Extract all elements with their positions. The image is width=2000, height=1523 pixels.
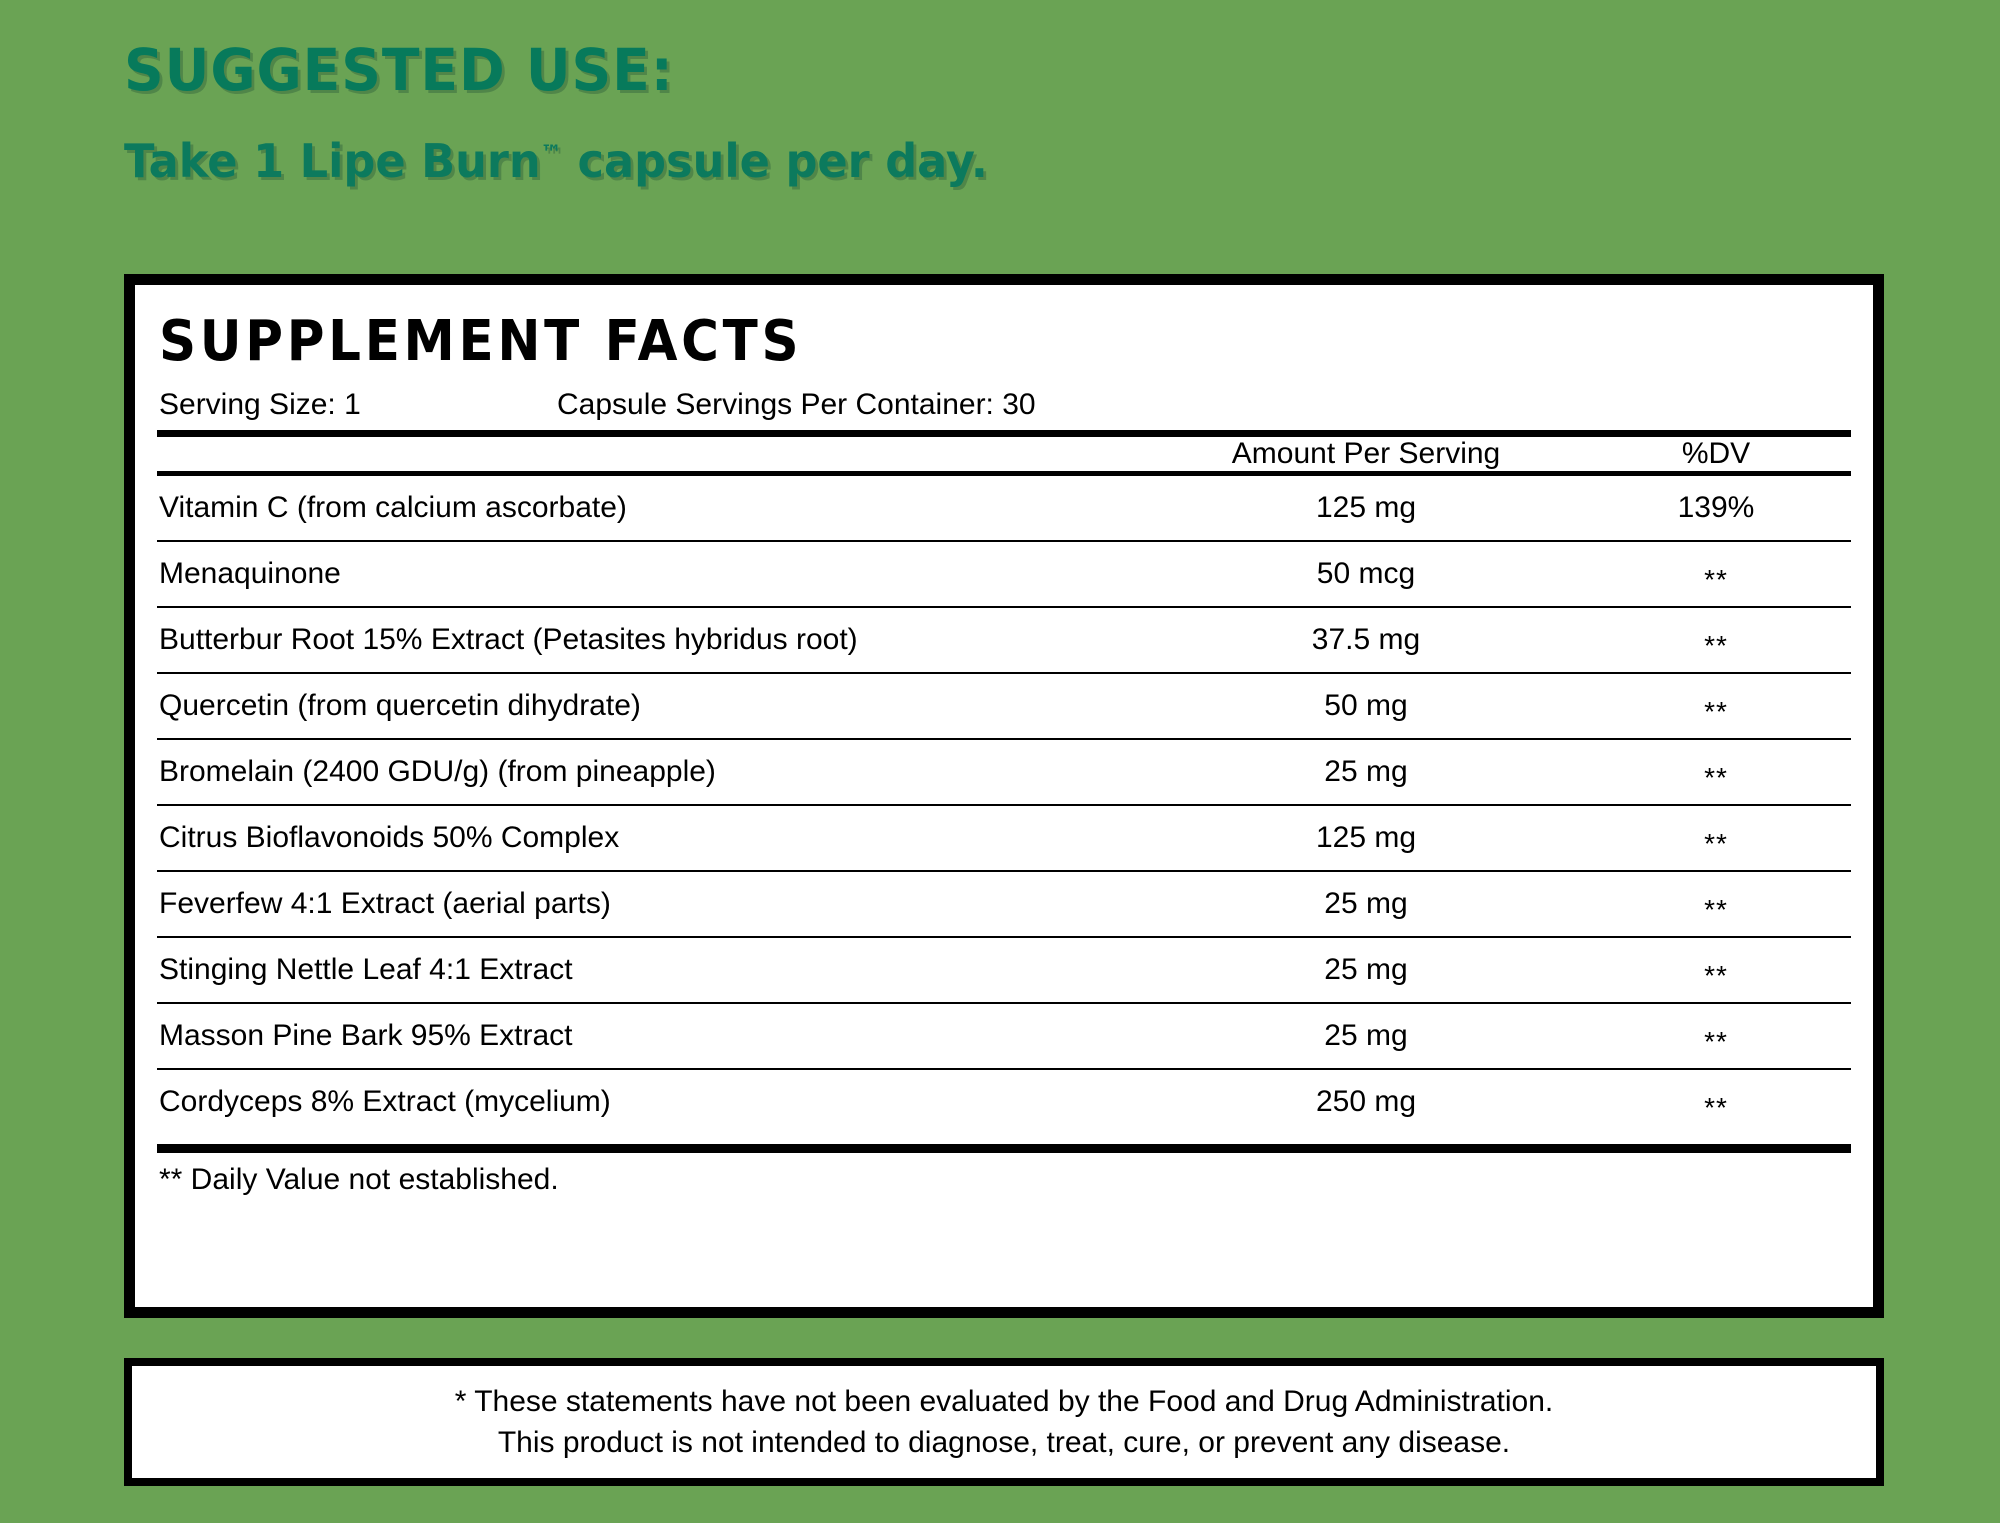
- ingredient-name: Feverfew 4:1 Extract (aerial parts): [159, 887, 611, 920]
- ingredient-amount: 25 mg: [1324, 1019, 1408, 1052]
- table-row: Menaquinone 50 mcg **: [157, 542, 1851, 606]
- column-header-name: [157, 437, 1151, 471]
- column-header-amount: Amount Per Serving: [1231, 437, 1501, 470]
- row-separator-line: [157, 1002, 1851, 1004]
- table-row: Masson Pine Bark 95% Extract 25 mg **: [157, 1004, 1851, 1068]
- row-separator-line: [157, 606, 1851, 608]
- column-header-dv: %DV: [1681, 437, 1751, 470]
- ingredient-amount: 125 mg: [1315, 821, 1417, 854]
- ingredient-daily-value: **: [1704, 894, 1728, 925]
- ingredient-daily-value: 139%: [1677, 491, 1755, 524]
- ingredient-amount: 25 mg: [1324, 953, 1408, 986]
- ingredient-daily-value: **: [1704, 762, 1728, 793]
- ingredient-amount: 50 mg: [1324, 689, 1408, 722]
- row-separator-line: [157, 1068, 1851, 1070]
- ingredient-amount: 37.5 mg: [1311, 623, 1421, 656]
- ingredient-daily-value: **: [1704, 1092, 1728, 1123]
- ingredients-table-body: Vitamin C (from calcium ascorbate) 125 mg…: [157, 476, 1851, 1134]
- table-row: Butterbur Root 15% Extract (Petasites hy…: [157, 608, 1851, 672]
- row-separator: [157, 540, 1851, 542]
- ingredient-name: Menaquinone: [159, 557, 341, 590]
- supplement-facts-table: Amount Per Serving %DV: [157, 437, 1851, 471]
- row-separator: [157, 606, 1851, 608]
- row-separator-line: [157, 540, 1851, 542]
- row-separator-line: [157, 738, 1851, 740]
- table-row: Bromelain (2400 GDU/g) (from pineapple) 2…: [157, 740, 1851, 804]
- table-row: Quercetin (from quercetin dihydrate) 50 m…: [157, 674, 1851, 738]
- directions-prefix: Take 1 Lipe Burn: [124, 134, 541, 188]
- row-separator-line: [157, 936, 1851, 938]
- table-row: Citrus Bioflavonoids 50% Complex 125 mg **: [157, 806, 1851, 870]
- ingredient-daily-value: **: [1704, 564, 1728, 595]
- ingredient-amount: 50 mcg: [1316, 557, 1416, 590]
- ingredient-name: Quercetin (from quercetin dihydrate): [159, 689, 641, 722]
- ingredient-amount: 250 mg: [1315, 1085, 1417, 1118]
- table-row: Stinging Nettle Leaf 4:1 Extract 25 mg **: [157, 938, 1851, 1002]
- serving-info-row: Serving Size: 1 Capsule Servings Per Con…: [159, 388, 1851, 422]
- row-separator-line: [157, 672, 1851, 674]
- ingredient-name: Cordyceps 8% Extract (mycelium): [159, 1085, 611, 1118]
- disclaimer-line-1: * These statements have not been evaluat…: [454, 1384, 1554, 1418]
- rule-above-column-headers: [157, 430, 1851, 437]
- table-row: Cordyceps 8% Extract (mycelium) 250 mg **: [157, 1070, 1851, 1134]
- ingredient-name: Citrus Bioflavonoids 50% Complex: [159, 821, 620, 854]
- supplement-facts-panel: SUPPLEMENT FACTS Serving Size: 1 Capsule…: [124, 274, 1884, 1318]
- table-row: Vitamin C (from calcium ascorbate) 125 mg…: [157, 476, 1851, 540]
- ingredient-name: Stinging Nettle Leaf 4:1 Extract: [159, 953, 573, 986]
- column-header-row: Amount Per Serving %DV: [157, 437, 1851, 471]
- trademark-symbol: ™: [540, 141, 563, 167]
- row-separator-line: [157, 804, 1851, 806]
- table-row: Feverfew 4:1 Extract (aerial parts) 25 mg…: [157, 872, 1851, 936]
- row-separator: [157, 936, 1851, 938]
- ingredient-daily-value: **: [1704, 960, 1728, 991]
- ingredients-table: Vitamin C (from calcium ascorbate) 125 mg…: [157, 476, 1851, 1134]
- row-separator-line: [157, 870, 1851, 872]
- ingredient-amount: 25 mg: [1324, 887, 1408, 920]
- directions-line: Take 1 Lipe Burn™ capsule per day.: [124, 134, 988, 188]
- rule-below-column-headers: [157, 471, 1851, 476]
- row-separator: [157, 1068, 1851, 1070]
- servings-per-container-label: Capsule Servings Per Container: 30: [557, 388, 1036, 421]
- serving-size-label: Serving Size: 1: [159, 388, 361, 421]
- facts-table-body: Amount Per Serving %DV: [157, 437, 1851, 471]
- row-separator: [157, 1002, 1851, 1004]
- ingredient-name: Masson Pine Bark 95% Extract: [159, 1019, 573, 1052]
- row-separator: [157, 870, 1851, 872]
- ingredient-amount: 25 mg: [1324, 755, 1408, 788]
- rule-above-footnote: [157, 1144, 1851, 1153]
- ingredient-daily-value: **: [1704, 696, 1728, 727]
- fda-disclaimer-box: * These statements have not been evaluat…: [124, 1358, 1884, 1486]
- ingredient-name: Vitamin C (from calcium ascorbate): [159, 491, 627, 524]
- disclaimer-line-2: This product is not intended to diagnose…: [497, 1426, 1511, 1459]
- supplement-facts-title: SUPPLEMENT FACTS: [159, 309, 803, 374]
- ingredient-daily-value: **: [1704, 630, 1728, 661]
- ingredient-name: Bromelain (2400 GDU/g) (from pineapple): [159, 755, 716, 788]
- row-separator: [157, 738, 1851, 740]
- daily-value-footnote: ** Daily Value not established.: [159, 1163, 559, 1196]
- row-separator: [157, 672, 1851, 674]
- row-separator: [157, 804, 1851, 806]
- ingredient-amount: 125 mg: [1315, 491, 1417, 524]
- ingredient-daily-value: **: [1704, 1026, 1728, 1057]
- ingredient-daily-value: **: [1704, 828, 1728, 859]
- directions-suffix: capsule per day.: [562, 134, 988, 188]
- suggested-use-heading: SUGGESTED USE:: [124, 36, 674, 104]
- ingredient-name: Butterbur Root 15% Extract (Petasites hy…: [159, 623, 858, 656]
